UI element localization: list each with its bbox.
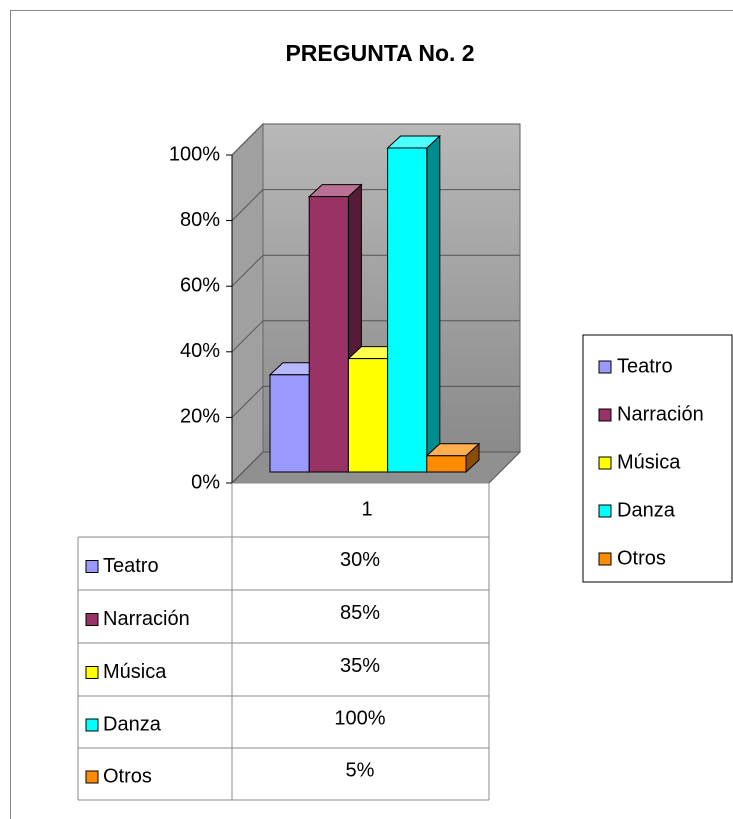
- table-row-label: Narración: [103, 608, 190, 630]
- y-tick-label: 40%: [180, 340, 220, 362]
- grid-line: [231, 123, 264, 156]
- legend-label: Teatro: [617, 355, 673, 377]
- table-swatch: [85, 613, 99, 626]
- grid-line: [231, 386, 264, 418]
- side-wall: [231, 122, 264, 485]
- y-tick-label: 100%: [169, 143, 220, 165]
- legend-label: Danza: [617, 499, 676, 521]
- legend-label: Narración: [617, 403, 704, 425]
- y-tick-label: 0%: [191, 471, 220, 493]
- y-tick-label: 60%: [180, 274, 220, 296]
- bar-side: [426, 134, 441, 474]
- table-value: 100%: [334, 707, 385, 729]
- chart-title: PREGUNTA No. 2: [285, 40, 474, 66]
- table-row-label: Teatro: [103, 555, 159, 577]
- legend-swatch: [598, 456, 612, 470]
- bar: [308, 196, 349, 473]
- table-row-label: Música: [103, 661, 167, 683]
- table-row-label: Danza: [103, 713, 162, 735]
- legend-label: Otros: [617, 547, 666, 569]
- grid-line: [231, 320, 264, 353]
- bar: [269, 374, 310, 473]
- legend-swatch: [598, 408, 612, 422]
- bar: [387, 147, 428, 473]
- grid-line: [231, 254, 264, 287]
- y-tick-label: 80%: [180, 209, 220, 231]
- table-value: 35%: [340, 655, 380, 677]
- y-tick-label: 20%: [180, 406, 220, 428]
- table-swatch: [85, 666, 99, 679]
- legend-swatch: [598, 360, 612, 374]
- category-label: 1: [361, 498, 372, 520]
- bar: [426, 455, 467, 473]
- legend-swatch: [598, 552, 612, 566]
- data-table: [77, 482, 490, 801]
- table-swatch: [85, 718, 99, 732]
- grid-line: [231, 451, 264, 484]
- table-swatch: [85, 770, 99, 784]
- table-row-label: Otros: [103, 765, 152, 787]
- table-value: 85%: [340, 602, 380, 624]
- grid-line: [231, 189, 264, 221]
- table-value: 5%: [346, 759, 375, 781]
- table-swatch: [85, 560, 99, 573]
- table-value: 30%: [340, 549, 380, 571]
- legend-swatch: [598, 504, 612, 518]
- legend-label: Música: [617, 451, 681, 473]
- bar: [347, 358, 389, 473]
